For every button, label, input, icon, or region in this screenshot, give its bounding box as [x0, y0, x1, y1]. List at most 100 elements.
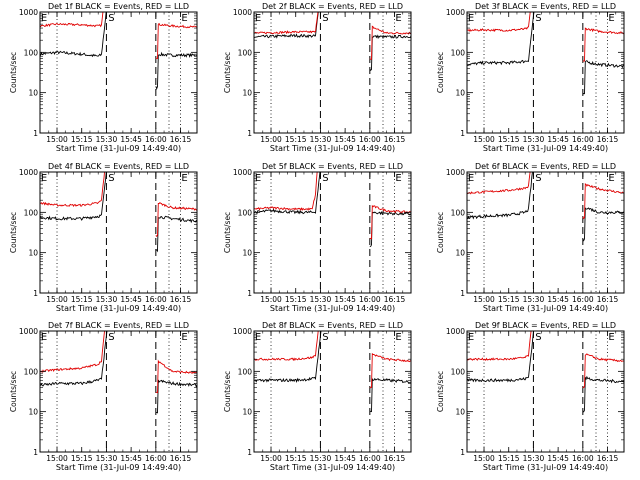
- y-tick-label: 10: [455, 408, 465, 417]
- x-tick-label: 15:00: [46, 135, 68, 144]
- marker-label: E: [395, 332, 401, 343]
- x-tick-label: 15:45: [547, 135, 569, 144]
- x-tick-label: 15:30: [96, 295, 118, 304]
- panel-title: Det 5f BLACK = Events, RED = LLD: [262, 162, 403, 171]
- x-tick-label: 15:45: [120, 295, 142, 304]
- x-axis-label: Start Time (31-Jul-09 14:49:40): [483, 304, 608, 313]
- marker-label: S: [322, 173, 328, 184]
- plot-frame: [466, 11, 625, 134]
- marker-label: E: [395, 13, 401, 24]
- x-tick-label: 15:45: [120, 454, 142, 463]
- x-tick-label: 16:00: [359, 454, 381, 463]
- marker-label: S: [108, 173, 114, 184]
- y-tick-label: 100: [238, 367, 253, 376]
- y-axis-label: Counts/sec: [223, 212, 232, 253]
- lld-series-line: [40, 12, 197, 60]
- events-series-line: [40, 331, 197, 414]
- x-tick-label: 15:00: [473, 135, 495, 144]
- y-tick-label: 1: [33, 289, 38, 298]
- lld-series-line: [467, 172, 624, 220]
- y-tick-label: 1: [247, 448, 252, 457]
- marker-label: S: [322, 13, 328, 24]
- y-axis-label: Counts/sec: [9, 371, 18, 412]
- y-tick-label: 1000: [446, 168, 465, 177]
- marker-label: E: [41, 173, 47, 184]
- events-series-line: [254, 331, 411, 413]
- plot-frame: [253, 171, 412, 294]
- x-tick-label: 16:15: [597, 454, 619, 463]
- panel-title: Det 8f BLACK = Events, RED = LLD: [262, 321, 403, 330]
- x-tick-label: 15:00: [260, 295, 282, 304]
- marker-label: S: [535, 173, 541, 184]
- y-tick-label: 100: [451, 208, 466, 217]
- y-tick-label: 100: [238, 48, 253, 57]
- x-tick-label: 15:15: [498, 295, 520, 304]
- marker-label: E: [608, 173, 614, 184]
- x-tick-label: 15:45: [547, 454, 569, 463]
- y-tick-label: 1000: [233, 8, 252, 17]
- marker-label: E: [255, 332, 261, 343]
- x-tick-label: 15:15: [71, 295, 93, 304]
- x-tick-label: 15:00: [260, 454, 282, 463]
- x-tick-label: 15:45: [120, 135, 142, 144]
- y-tick-label: 1: [460, 448, 465, 457]
- marker-label: E: [181, 332, 187, 343]
- x-tick-label: 16:00: [572, 295, 594, 304]
- x-tick-label: 15:00: [473, 295, 495, 304]
- y-tick-label: 10: [28, 408, 38, 417]
- plot-frame: [39, 330, 198, 453]
- x-tick-label: 15:30: [96, 135, 118, 144]
- x-axis-label: Start Time (31-Jul-09 14:49:40): [483, 144, 608, 153]
- y-tick-label: 1000: [233, 168, 252, 177]
- y-axis-label: Counts/sec: [223, 52, 232, 93]
- x-tick-label: 15:45: [334, 295, 356, 304]
- marker-label: E: [608, 13, 614, 24]
- marker-label: E: [468, 332, 474, 343]
- x-axis-label: Start Time (31-Jul-09 14:49:40): [270, 463, 395, 472]
- x-tick-label: 15:00: [46, 295, 68, 304]
- x-tick-label: 15:15: [498, 454, 520, 463]
- x-axis-label: Start Time (31-Jul-09 14:49:40): [270, 144, 395, 153]
- y-axis-label: Counts/sec: [223, 371, 232, 412]
- marker-label: E: [468, 173, 474, 184]
- y-axis-label: Counts/sec: [9, 212, 18, 253]
- lld-series-line: [467, 331, 624, 389]
- x-tick-label: 16:00: [572, 454, 594, 463]
- lld-series-line: [254, 172, 411, 240]
- x-tick-label: 16:00: [145, 295, 167, 304]
- y-tick-label: 1: [247, 289, 252, 298]
- marker-label: E: [255, 173, 261, 184]
- x-tick-label: 15:15: [285, 454, 307, 463]
- x-axis-label: Start Time (31-Jul-09 14:49:40): [270, 304, 395, 313]
- y-tick-label: 100: [451, 367, 466, 376]
- plot-frame: [466, 171, 625, 294]
- marker-label: S: [108, 13, 114, 24]
- y-tick-label: 1: [247, 129, 252, 138]
- x-tick-label: 16:00: [359, 295, 381, 304]
- y-tick-label: 1: [460, 289, 465, 298]
- plot-frame: [253, 330, 412, 453]
- x-tick-label: 15:15: [71, 454, 93, 463]
- plot-frame: [39, 11, 198, 134]
- x-tick-label: 16:15: [597, 295, 619, 304]
- marker-label: E: [41, 13, 47, 24]
- x-axis-label: Start Time (31-Jul-09 14:49:40): [56, 144, 181, 153]
- x-tick-label: 15:45: [334, 454, 356, 463]
- x-tick-label: 16:15: [170, 135, 192, 144]
- y-tick-label: 100: [24, 208, 39, 217]
- events-series-line: [467, 331, 624, 413]
- y-tick-label: 1000: [446, 8, 465, 17]
- x-tick-label: 16:00: [145, 135, 167, 144]
- marker-label: E: [181, 13, 187, 24]
- y-tick-label: 100: [24, 367, 39, 376]
- panel-title: Det 1f BLACK = Events, RED = LLD: [48, 2, 189, 11]
- x-axis-label: Start Time (31-Jul-09 14:49:40): [56, 304, 181, 313]
- events-series-line: [40, 172, 197, 253]
- x-tick-label: 15:45: [547, 295, 569, 304]
